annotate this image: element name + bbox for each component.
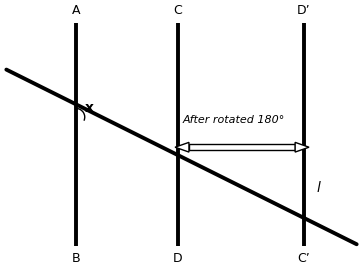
Bar [189, 144, 295, 150]
Text: C: C [174, 4, 182, 17]
Text: C’: C’ [298, 252, 310, 265]
Text: B: B [72, 252, 80, 265]
Text: D’: D’ [297, 4, 311, 17]
Polygon shape [175, 142, 189, 152]
Text: D: D [173, 252, 183, 265]
Text: l: l [317, 181, 321, 195]
Text: x: x [85, 101, 94, 115]
Polygon shape [295, 142, 309, 152]
Text: After rotated 180°: After rotated 180° [183, 115, 285, 125]
Text: A: A [72, 4, 80, 17]
